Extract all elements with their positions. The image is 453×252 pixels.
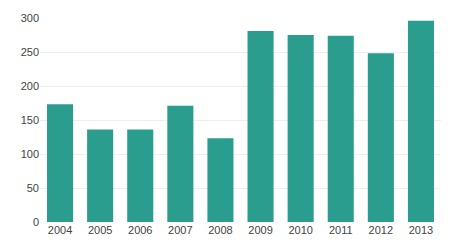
svg-text:300: 300: [21, 12, 39, 24]
svg-text:2007: 2007: [168, 224, 192, 236]
svg-text:2011: 2011: [329, 224, 353, 236]
svg-text:0: 0: [33, 216, 39, 228]
svg-text:2013: 2013: [409, 224, 433, 236]
svg-text:2012: 2012: [369, 224, 393, 236]
svg-text:2006: 2006: [128, 224, 152, 236]
svg-text:250: 250: [21, 46, 39, 58]
svg-text:2009: 2009: [248, 224, 272, 236]
svg-text:100: 100: [21, 148, 39, 160]
svg-text:2008: 2008: [208, 224, 232, 236]
svg-text:2004: 2004: [48, 224, 72, 236]
svg-text:2005: 2005: [88, 224, 112, 236]
svg-text:150: 150: [21, 114, 39, 126]
svg-text:200: 200: [21, 80, 39, 92]
svg-text:50: 50: [27, 182, 39, 194]
svg-text:2010: 2010: [288, 224, 312, 236]
